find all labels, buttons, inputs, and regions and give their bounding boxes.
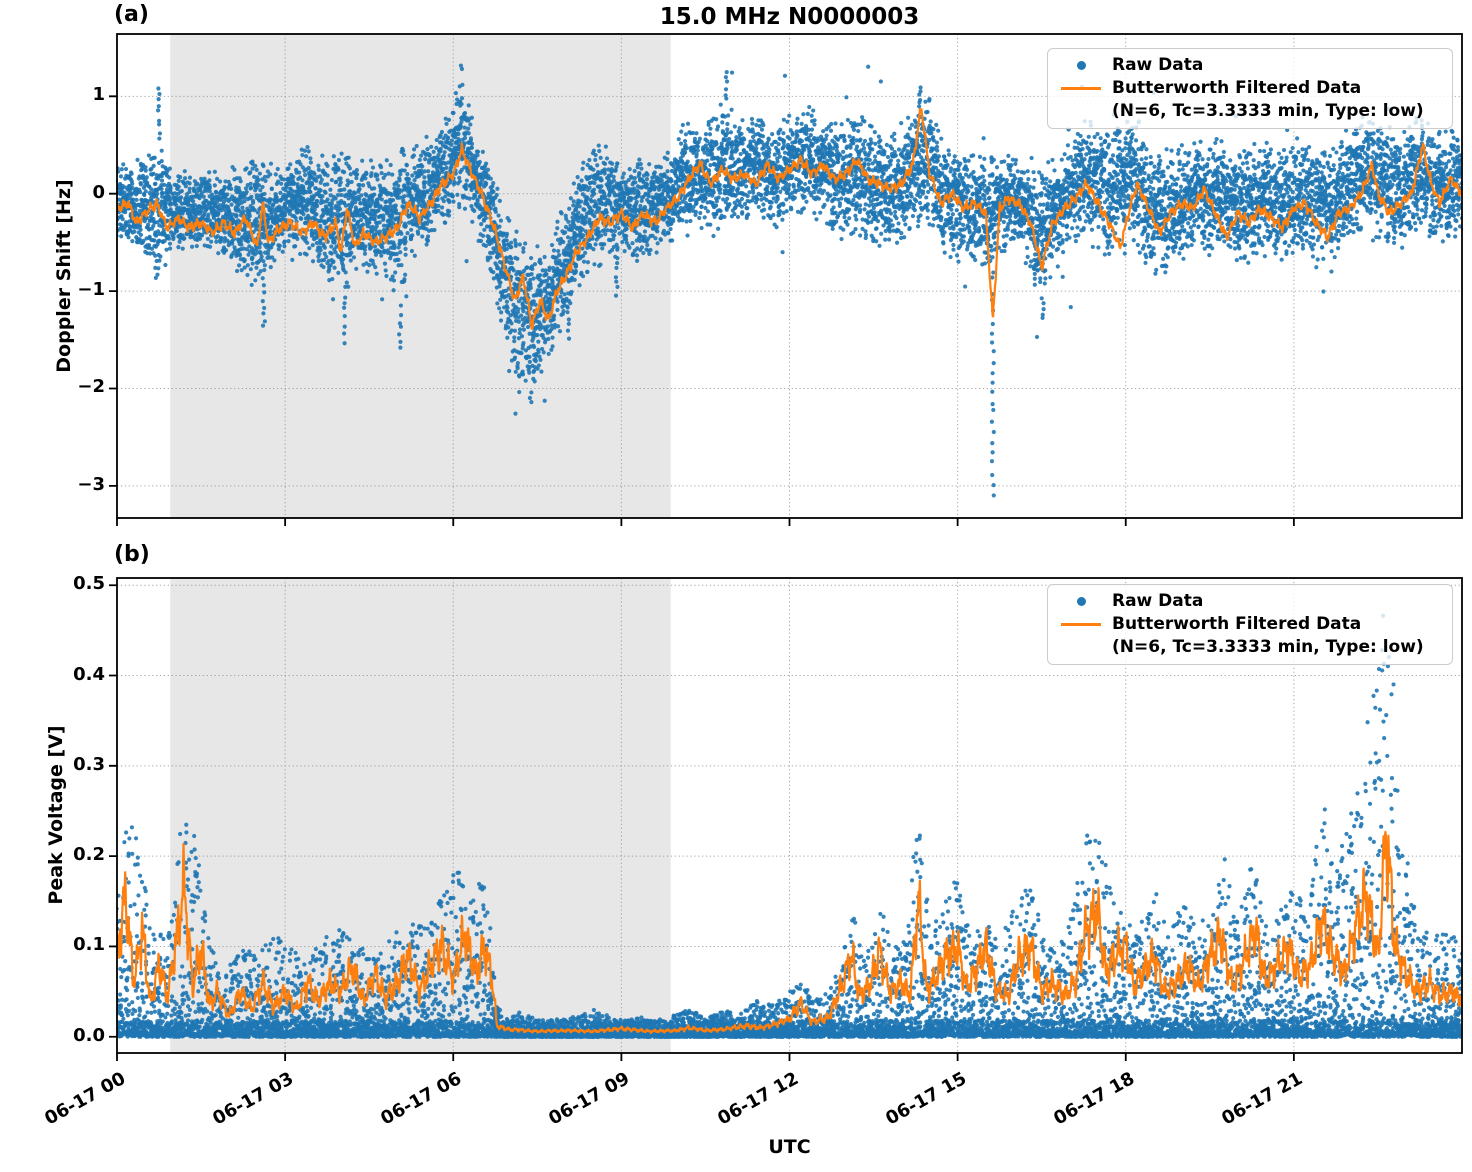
legend-item-raw: Raw Data	[1056, 54, 1444, 77]
legend-panel-a: Raw Data Butterworth Filtered Data (N=6,…	[1047, 48, 1453, 129]
legend-item-raw: Raw Data	[1056, 590, 1444, 613]
y-tick-label: 0.1	[73, 934, 105, 956]
legend-item-filtered: Butterworth Filtered Data (N=6, Tc=3.333…	[1056, 77, 1444, 123]
y-tick-label: 0.0	[73, 1024, 105, 1046]
y-tick-label: 0.2	[73, 844, 105, 866]
legend-filtered-label: Butterworth Filtered Data	[1112, 614, 1362, 634]
filtered-line-marker-icon	[1056, 77, 1112, 123]
y-tick-label: −3	[77, 473, 105, 495]
legend-filtered-sublabel: (N=6, Tc=3.3333 min, Type: low)	[1112, 101, 1424, 121]
legend-item-filtered: Butterworth Filtered Data (N=6, Tc=3.333…	[1056, 613, 1444, 659]
filtered-line-marker-icon	[1056, 613, 1112, 659]
legend-panel-b: Raw Data Butterworth Filtered Data (N=6,…	[1047, 584, 1453, 665]
y-axis-label-panel-a: Doppler Shift [Hz]	[53, 179, 75, 373]
y-tick-label: 0	[92, 181, 105, 203]
y-tick-label: 1	[92, 84, 105, 106]
legend-raw-label: Raw Data	[1112, 55, 1204, 75]
legend-filtered-sublabel: (N=6, Tc=3.3333 min, Type: low)	[1112, 637, 1424, 657]
x-axis-label: UTC	[768, 1136, 811, 1158]
y-tick-label: 0.5	[73, 573, 105, 595]
figure-title: 15.0 MHz N0000003	[659, 4, 920, 30]
panel-b-label: (b)	[114, 542, 150, 567]
legend-raw-label: Raw Data	[1112, 591, 1204, 611]
raw-data-marker-icon	[1056, 590, 1112, 613]
panel-a-label: (a)	[114, 2, 149, 27]
y-tick-label: 0.4	[73, 663, 105, 685]
raw-data-marker-icon	[1056, 54, 1112, 77]
y-tick-label: −2	[77, 376, 105, 398]
legend-filtered-label: Butterworth Filtered Data	[1112, 78, 1362, 98]
y-tick-label: −1	[77, 279, 105, 301]
y-tick-label: 0.3	[73, 753, 105, 775]
